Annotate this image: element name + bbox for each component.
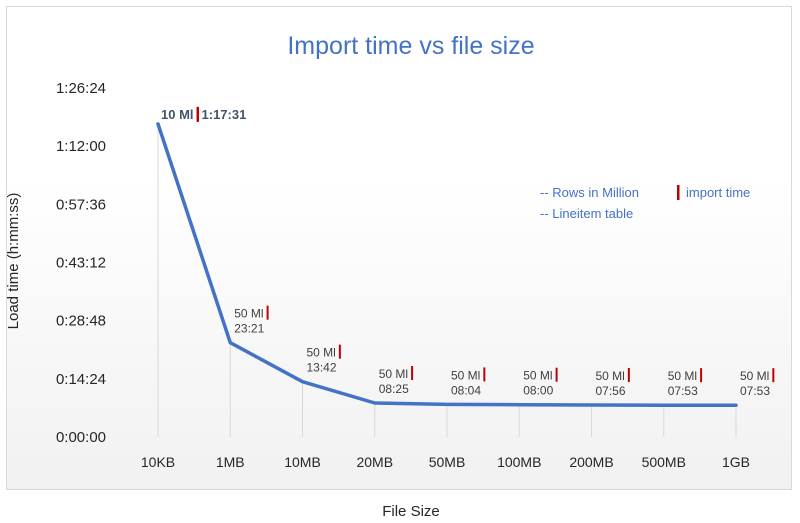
x-axis-label: File Size: [382, 503, 440, 520]
data-label-separator: [483, 367, 486, 382]
annotation-rows-in-million: -- Rows in Million: [540, 185, 639, 200]
data-label-time: 08:00: [523, 384, 553, 398]
x-tick-label: 10KB: [141, 454, 175, 470]
data-label-time: 07:56: [596, 384, 626, 398]
x-tick-label: 1MB: [216, 454, 245, 470]
annotation-import-time: import time: [686, 185, 750, 200]
x-tick-labels: 10KB 1MB 10MB 20MB 50MB 100MB 200MB 500MB 1GB: [141, 454, 750, 470]
data-label-time: 07:53: [740, 384, 770, 398]
data-label-separator: [411, 366, 414, 381]
data-label-separator: [772, 368, 775, 383]
x-tick-label: 20MB: [356, 454, 393, 470]
data-label-rows: 50 Ml: [451, 368, 480, 382]
y-tick-label: 0:57:36: [56, 196, 106, 213]
chart-title: Import time vs file size: [287, 32, 534, 60]
data-label-separator: [338, 344, 341, 359]
chart-frame: [6, 6, 792, 490]
data-label-rows: 50 Ml: [307, 346, 336, 360]
x-tick-label: 100MB: [497, 454, 541, 470]
data-label-time: 07:53: [668, 384, 698, 398]
annotation-separator: [677, 185, 680, 200]
y-tick-label: 0:00:00: [56, 429, 106, 446]
data-label-rows: 50 Ml: [740, 369, 769, 383]
drop-lines: [157, 123, 737, 437]
data-label-rows: 50 Ml: [379, 367, 408, 381]
y-axis-label: Load time (h:mm:ss): [5, 193, 22, 330]
series-line: [156, 122, 738, 407]
data-label-time: 13:42: [307, 361, 337, 375]
y-tick-label: 0:43:12: [56, 255, 106, 272]
y-tick-label: 0:14:24: [56, 371, 106, 388]
annotation-lineitem-table: -- Lineitem table: [540, 206, 633, 221]
x-tick-label: 1GB: [722, 454, 750, 470]
series-group: [156, 122, 738, 407]
data-label-separator: [196, 106, 200, 122]
data-label-separator: [700, 368, 703, 383]
data-label-rows: 50 Ml: [668, 369, 697, 383]
data-label-time: 08:04: [451, 383, 481, 397]
data-label-time: 1:17:31: [202, 107, 247, 122]
data-label-separator: [555, 367, 558, 382]
data-label-rows: 10 Ml: [161, 107, 194, 122]
x-tick-label: 10MB: [284, 454, 321, 470]
data-label-rows: 50 Ml: [523, 369, 552, 383]
annotation-box: -- Rows in Million import time -- Lineit…: [540, 185, 750, 221]
x-tick-label: 500MB: [642, 454, 686, 470]
y-tick-labels: 0:00:00 0:14:24 0:28:48 0:43:12 0:57:36 1:12:…: [56, 80, 106, 446]
y-tick-label: 1:26:24: [56, 80, 106, 97]
data-label-rows: 50 Ml: [596, 369, 625, 383]
data-label-time: 23:21: [234, 322, 264, 336]
data-label-separator: [266, 305, 269, 320]
data-label-rows: 50 Ml: [234, 307, 263, 321]
data-label-separator: [627, 367, 630, 382]
y-tick-label: 0:28:48: [56, 313, 106, 330]
x-tick-label: 50MB: [429, 454, 466, 470]
y-tick-label: 1:12:00: [56, 138, 106, 155]
data-label-time: 08:25: [379, 382, 409, 396]
x-tick-label: 200MB: [569, 454, 613, 470]
